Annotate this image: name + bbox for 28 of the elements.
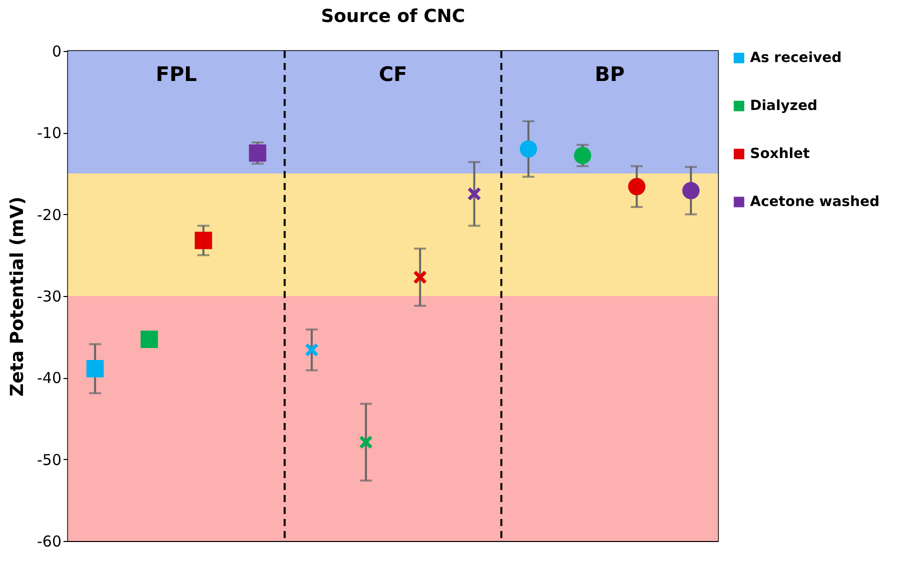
annotation: CF: [378, 62, 408, 86]
point: [194, 232, 212, 250]
point: [413, 270, 428, 284]
y-tick-label: -10: [37, 124, 62, 142]
point: [467, 186, 482, 201]
y-tick-label: 0: [52, 42, 62, 60]
y-tick-label: -20: [37, 206, 62, 224]
chart-title: Source of CNC: [320, 6, 466, 27]
y-tick-label: -60: [37, 532, 62, 550]
legend-label: As received: [750, 50, 842, 66]
point: [140, 330, 158, 348]
point: [304, 342, 319, 357]
annotation: FPL: [156, 62, 198, 86]
y-tick-label: -40: [37, 369, 62, 388]
y-tick-label: -50: [37, 450, 62, 469]
point: [86, 360, 104, 378]
legend-label: Dialyzed: [750, 98, 818, 114]
point: [248, 144, 266, 162]
point: [574, 146, 592, 164]
legend-label: Soxhlet: [750, 146, 810, 162]
point: [358, 435, 373, 450]
legend-label: Acetone washed: [750, 194, 880, 210]
y-tick-label: -30: [37, 288, 62, 306]
annotation: BP: [594, 62, 625, 86]
point: [682, 182, 700, 200]
point: [628, 178, 646, 196]
y-axis-title: Zeta Potential (mV): [7, 196, 28, 396]
point: [520, 140, 538, 158]
